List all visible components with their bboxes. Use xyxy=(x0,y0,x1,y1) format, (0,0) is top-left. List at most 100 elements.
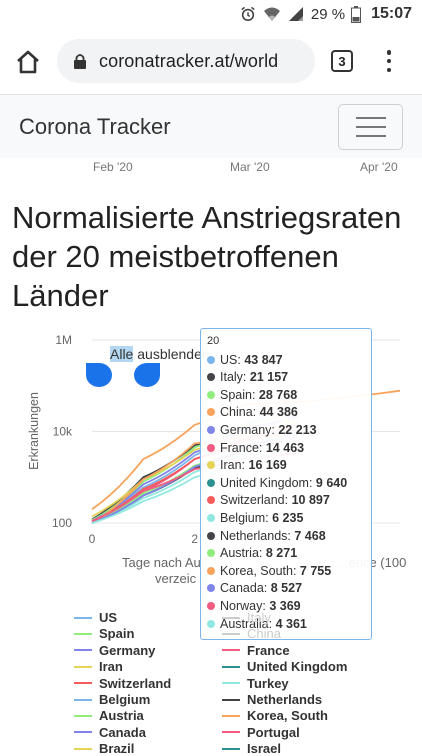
status-bar: 29 % 15:07 xyxy=(0,0,422,28)
lock-icon xyxy=(74,54,86,69)
tooltip-row: United Kingdom: 9 640 xyxy=(207,475,365,493)
tooltip-series-value: 7 755 xyxy=(299,563,332,578)
series-dot-icon xyxy=(207,355,215,364)
site-brand[interactable]: Corona Tracker xyxy=(19,114,171,139)
address-bar[interactable]: coronatracker.at/world xyxy=(57,39,315,83)
tooltip-series-name: Netherlands: xyxy=(220,528,295,543)
text-selection-handle-start[interactable] xyxy=(86,363,112,387)
series-dot-icon xyxy=(207,513,215,522)
legend-line-icon xyxy=(222,616,240,619)
series-dot-icon xyxy=(207,443,215,452)
tooltip-series-name: China: xyxy=(220,405,260,420)
battery-percent: 29 % xyxy=(310,5,346,23)
legend-item-canada[interactable]: Canada xyxy=(74,725,146,740)
series-dot-icon xyxy=(207,390,215,399)
clock-time: 15:07 xyxy=(371,5,412,22)
legend-item-austria[interactable]: Austria xyxy=(74,708,144,723)
series-dot-icon xyxy=(207,549,215,558)
tooltip-series-name: Canada: xyxy=(220,581,271,596)
url-text: coronatracker.at/world xyxy=(99,50,279,71)
tooltip-series-value: 9 640 xyxy=(315,475,348,490)
hide-all-link[interactable]: Alle ausblenden xyxy=(110,346,210,362)
tooltip-row: Australia: 4 361 xyxy=(207,616,365,634)
legend-label: Portugal xyxy=(247,724,300,740)
signal-icon xyxy=(288,7,303,21)
series-dot-icon xyxy=(207,425,215,434)
legend-item-united-kingdom[interactable]: United Kingdom xyxy=(222,659,347,674)
tooltip-row: Spain: 28 768 xyxy=(207,387,365,405)
legend-item-korea-south[interactable]: Korea, South xyxy=(222,708,328,723)
legend-item-china[interactable]: China xyxy=(222,626,281,641)
hamburger-menu-button[interactable] xyxy=(338,104,403,150)
series-dot-icon xyxy=(207,408,215,417)
legend-line-icon xyxy=(222,731,240,734)
legend-label: Turkey xyxy=(247,675,289,691)
legend-line-icon xyxy=(74,682,92,685)
tooltip-row: Belgium: 6 235 xyxy=(207,510,365,528)
wifi-icon xyxy=(263,7,280,21)
legend-item-turkey[interactable]: Turkey xyxy=(222,676,289,691)
legend-item-spain[interactable]: Spain xyxy=(74,626,134,641)
legend-label: US xyxy=(99,610,118,625)
browser-toolbar: coronatracker.at/world 3 xyxy=(0,28,422,94)
legend-line-icon xyxy=(222,698,240,701)
legend-line-icon xyxy=(74,632,92,635)
tooltip-series-value: 8 271 xyxy=(265,546,298,561)
series-dot-icon xyxy=(207,601,215,610)
tooltip-series-value: 22 213 xyxy=(278,422,317,437)
tooltip-row: Italy: 21 157 xyxy=(207,369,365,387)
y-tick-label: 1M xyxy=(55,333,72,347)
tooltip-series-name: Austria: xyxy=(220,546,266,561)
tooltip-series-value: 16 169 xyxy=(248,458,287,473)
tooltip-row: Switzerland: 10 897 xyxy=(207,492,365,510)
tooltip-row: Austria: 8 271 xyxy=(207,545,365,563)
legend-line-icon xyxy=(74,731,92,734)
legend-line-icon xyxy=(222,682,240,685)
series-dot-icon xyxy=(207,461,215,470)
legend-label: Israel xyxy=(247,741,281,756)
legend-item-israel[interactable]: Israel xyxy=(222,741,281,756)
tooltip-row: Netherlands: 7 468 xyxy=(207,528,365,546)
tooltip-row: Korea, South: 7 755 xyxy=(207,563,365,581)
tooltip-row: Canada: 8 527 xyxy=(207,580,365,598)
legend-label: Italy xyxy=(247,610,271,625)
chart-legend: US Italy Spain China Germany France Iran United… xyxy=(0,610,422,756)
prev-axis-tick: Mar '20 xyxy=(230,160,270,174)
tooltip-series-name: Korea, South: xyxy=(220,563,300,578)
tooltip-series-name: Switzerland: xyxy=(220,493,292,508)
tooltip-series-name: Australia: xyxy=(220,616,276,631)
legend-item-germany[interactable]: Germany xyxy=(74,643,155,658)
legend-item-iran[interactable]: Iran xyxy=(74,659,123,674)
x-tick-label: 0 xyxy=(89,532,96,546)
tooltip-series-name: United Kingdom: xyxy=(220,475,316,490)
tooltip-series-name: Belgium: xyxy=(220,510,273,525)
tooltip-row: Iran: 16 169 xyxy=(207,457,365,475)
series-dot-icon xyxy=(207,619,215,628)
tooltip-series-value: 8 527 xyxy=(270,581,303,596)
legend-item-switzerland[interactable]: Switzerland xyxy=(74,676,171,691)
legend-item-france[interactable]: France xyxy=(222,643,290,658)
tooltip-series-name: Spain: xyxy=(220,387,259,402)
legend-item-italy[interactable]: Italy xyxy=(222,610,271,625)
alarm-icon xyxy=(241,6,255,22)
more-menu-icon[interactable] xyxy=(384,48,394,74)
tooltip-row: Germany: 22 213 xyxy=(207,422,365,440)
series-dot-icon xyxy=(207,566,215,575)
legend-label: Spain xyxy=(99,626,135,642)
legend-item-us[interactable]: US xyxy=(74,610,117,625)
tooltip-series-name: France: xyxy=(220,440,266,455)
tooltip-series-name: Italy: xyxy=(220,370,250,385)
tab-switcher-button[interactable]: 3 xyxy=(331,50,353,72)
tooltip-series-value: 6 235 xyxy=(272,510,304,525)
legend-line-icon xyxy=(222,632,240,635)
legend-item-brazil[interactable]: Brazil xyxy=(74,741,134,756)
home-icon[interactable] xyxy=(14,48,42,76)
legend-item-netherlands[interactable]: Netherlands xyxy=(222,692,322,707)
legend-label: Canada xyxy=(99,724,146,740)
text-selection-handle-end[interactable] xyxy=(134,363,160,387)
legend-line-icon xyxy=(74,649,92,652)
legend-item-belgium[interactable]: Belgium xyxy=(74,692,150,707)
x-axis-label-line2: verzeic xyxy=(155,571,197,586)
tooltip-row: China: 44 386 xyxy=(207,404,365,422)
legend-item-portugal[interactable]: Portugal xyxy=(222,725,300,740)
